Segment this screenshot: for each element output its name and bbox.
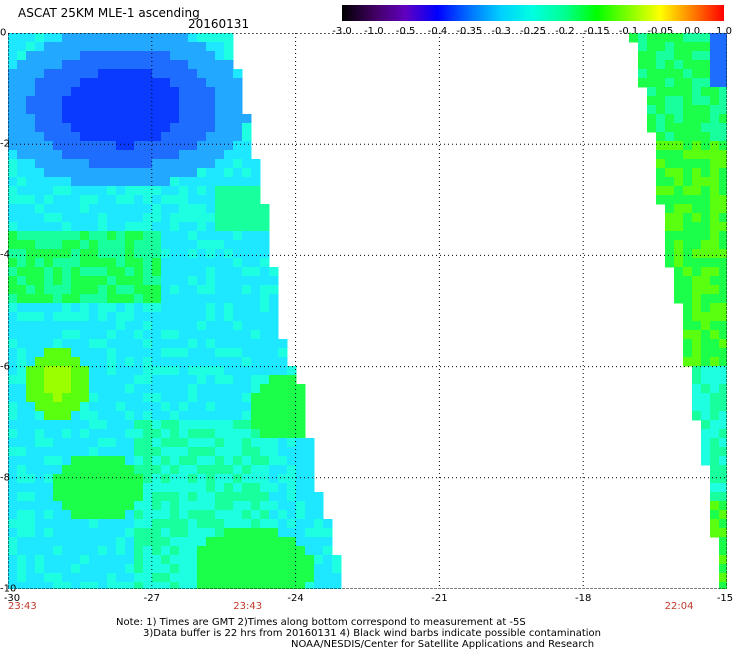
y-tick-label: -4: [0, 249, 10, 261]
x-tick-label: -30: [3, 593, 21, 604]
y-tick-label: -8: [0, 472, 10, 484]
swath-map: [7, 32, 729, 592]
note-line-1: Note: 1) Times are GMT 2)Times along bot…: [116, 617, 526, 628]
colorbar-label: -0.35: [456, 26, 483, 37]
swath-time-label: 22:04: [664, 601, 694, 612]
note-line-2: 3)Data buffer is 22 hrs from 20160131 4)…: [143, 628, 601, 639]
map-frame: [8, 33, 727, 589]
colorbar-label: -0.15: [583, 26, 610, 37]
y-tick-label: 0: [0, 27, 7, 39]
x-tick-label: -15: [716, 593, 734, 604]
colorbar-label: -0.2: [555, 26, 575, 37]
swath-map-svg: [7, 32, 729, 592]
swath-time-label: 23:43: [233, 601, 263, 612]
colorbar-label: -0.4: [427, 26, 448, 37]
colorbar-label: -0.05: [647, 26, 674, 37]
colorbar-label: -1.0: [364, 26, 384, 37]
map-date: 20160131: [188, 17, 250, 31]
x-tick-label: -27: [143, 593, 160, 604]
colorbar-label: -0.3: [491, 26, 511, 37]
colorbar-label: -3.0: [332, 26, 352, 37]
x-tick-label: -21: [431, 593, 448, 604]
note-line-3: NOAA/NESDIS/Center for Satellite Applica…: [291, 639, 595, 650]
colorbar-gradient: [342, 5, 724, 21]
x-tick-label: -18: [575, 593, 592, 604]
data-cells: [8, 33, 729, 592]
colorbar-label: -0.1: [618, 26, 639, 37]
y-tick-label: -2: [0, 138, 10, 150]
colorbar-label: -0.25: [520, 26, 546, 37]
colorbar-labels: -3.0 -1.0 -0.5 -0.4 -0.35 -0.3 -0.25 -0.2 -0.15-…: [330, 26, 740, 38]
map-title: ASCAT 25KM MLE-1 ascending: [18, 6, 200, 20]
y-tick-label: -6: [0, 361, 10, 373]
colorbar-label: 1.0: [716, 26, 732, 37]
colorbar: [342, 5, 724, 21]
swath-time-label: 23:43: [7, 601, 37, 612]
colorbar-label: -0.5: [395, 26, 416, 37]
colorbar-label: 0.0: [684, 26, 701, 37]
y-tick-label: -10: [0, 583, 17, 595]
x-tick-label: -24: [287, 593, 304, 604]
